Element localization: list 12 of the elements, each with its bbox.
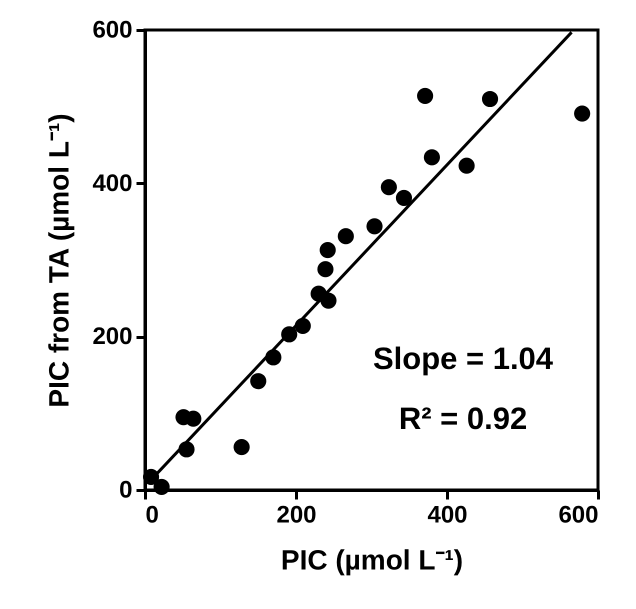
x-tick-label: 600	[558, 502, 598, 528]
y-axis-title: PIC from TA (µmol L⁻¹)	[43, 113, 74, 408]
y-tick-label: 200	[92, 323, 132, 350]
annotation: Slope = 1.04	[372, 341, 554, 376]
x-tick-label: 0	[146, 502, 159, 528]
y-tick-label: 0	[119, 476, 132, 504]
x-tick-label: 400	[427, 502, 468, 528]
x-axis-title: PIC (µmol L⁻¹)	[280, 544, 464, 576]
y-tick-label: 400	[92, 170, 132, 197]
y-tick-label: 600	[92, 16, 132, 44]
annotation: R² = 0.92	[398, 401, 528, 436]
x-tick-label: 200	[276, 502, 317, 528]
